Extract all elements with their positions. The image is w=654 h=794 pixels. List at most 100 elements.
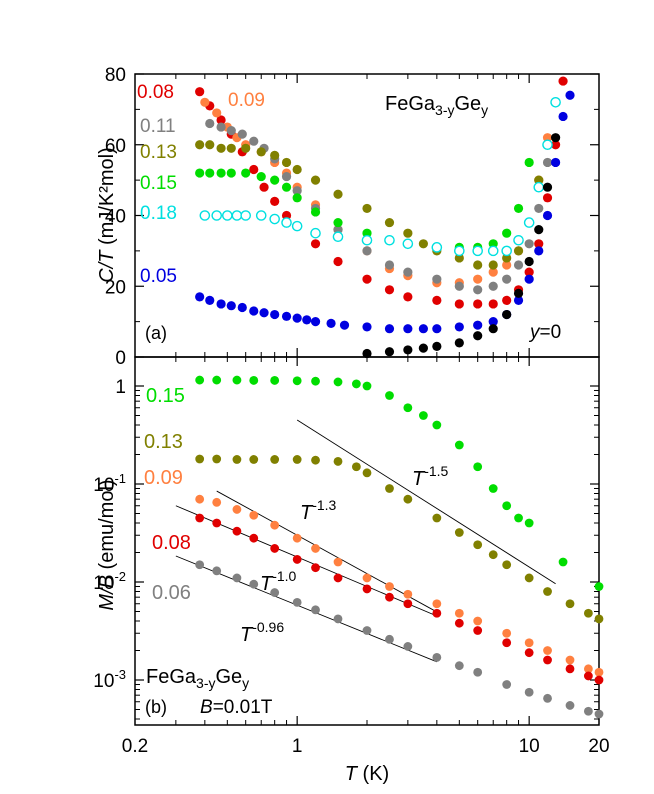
point-b-0.09	[502, 628, 512, 638]
point-a-0.11	[502, 274, 512, 284]
point-b-0.08	[432, 608, 442, 618]
point-a-0.13	[513, 246, 524, 256]
panel-b-ylabel: M/B (emu/mol)	[96, 479, 118, 610]
point-a-0.05	[362, 322, 372, 332]
x-tick-label: 0.2	[122, 736, 148, 757]
point-a-0.08	[270, 196, 280, 206]
point-a-0.18	[222, 210, 233, 221]
point-a-0.15	[270, 175, 280, 185]
series-label-0.18: 0.18	[140, 203, 177, 224]
fit-label--1.0: T-1.0	[260, 568, 297, 595]
point-a-0.18	[523, 217, 535, 228]
panel-b-label: (b)	[145, 697, 167, 717]
point-b-0.08	[594, 675, 604, 685]
y-tick-label: 80	[105, 65, 126, 86]
point-b-0.09	[473, 616, 483, 626]
point-a-0.08	[195, 87, 205, 97]
point-a-0.15	[241, 168, 251, 178]
x-tick-labels: 0.2 1 10 20	[122, 736, 610, 757]
point-a-0	[488, 324, 498, 334]
point-b-0.08	[292, 555, 302, 564]
point-a-0.15	[195, 168, 205, 178]
point-b-0.06	[385, 634, 394, 644]
point-b-0.06	[524, 687, 534, 697]
point-a-0.15	[292, 193, 302, 203]
point-b-0.08	[565, 664, 575, 674]
y-tick-label: 40	[105, 207, 126, 228]
point-b-0.06	[583, 706, 593, 716]
point-a-0.05	[270, 309, 280, 320]
panel-a-ticks: 0 20 40 60 80	[105, 65, 600, 369]
point-b-0.06	[270, 588, 280, 597]
point-b-0.13	[488, 550, 498, 560]
point-a-0.05	[403, 324, 413, 334]
point-a-0.11	[249, 136, 259, 146]
point-b-0.06	[454, 661, 464, 671]
point-b-0.06	[594, 709, 604, 719]
point-b-0.06	[232, 573, 242, 583]
point-a-0.13	[362, 203, 372, 214]
point-a-0	[502, 309, 512, 320]
point-b-0.15	[524, 518, 534, 528]
point-b-0.15	[270, 376, 280, 385]
x-tick-label: 10	[519, 736, 540, 757]
point-a-0.05	[205, 295, 215, 305]
point-b-0.15	[473, 462, 483, 472]
point-a-0.11	[513, 260, 524, 270]
panel-a-label: (a)	[145, 323, 167, 343]
point-b-0.09	[594, 667, 604, 677]
point-a-0	[513, 288, 524, 298]
point-a-0.18	[281, 217, 292, 228]
panel-a-title: FeGa3-yGey	[385, 93, 488, 118]
point-b-0.15	[292, 376, 302, 386]
point-b-0.09	[403, 589, 413, 599]
point-b-0.15	[502, 501, 512, 511]
point-a-0.15	[310, 207, 321, 217]
point-a-0.05	[418, 324, 428, 334]
point-b-0.09	[385, 582, 394, 591]
point-b-0.13	[583, 608, 593, 618]
panel-a-series-labels: 0.08 0.09 0.11 0.13 0.15 0.18 0.05 y=0	[137, 82, 561, 343]
point-a-0.09	[542, 133, 553, 143]
point-a-0.18	[501, 245, 512, 257]
point-b-0.13	[454, 528, 464, 537]
point-a-0.18	[550, 97, 561, 108]
point-a-0.15	[256, 171, 266, 182]
point-b-0.13	[212, 454, 222, 464]
panel-a-ylabel: C/T (mJ/K²mol)	[96, 147, 118, 283]
point-a-0.05	[310, 317, 321, 327]
point-a-0	[432, 341, 442, 351]
series-label-0.09: 0.09	[144, 467, 183, 489]
point-a-0.11	[292, 186, 302, 196]
series-label-0.06: 0.06	[152, 582, 191, 604]
point-a-0.11	[524, 239, 534, 249]
point-a-0.05	[216, 299, 226, 309]
point-a-0.08	[542, 193, 553, 203]
point-b-0.09	[270, 520, 280, 530]
point-b-0.06	[432, 653, 442, 662]
point-a-0.08	[384, 285, 395, 295]
series-label-0.13: 0.13	[140, 142, 177, 163]
point-b-0.13	[502, 560, 512, 570]
x-axis-label: T (K)	[345, 763, 389, 785]
point-a-0.08	[310, 239, 321, 249]
point-a-0.18	[533, 181, 545, 193]
point-a-0.08	[524, 267, 534, 277]
point-a-0.18	[431, 242, 443, 253]
point-b-0.13	[292, 455, 302, 464]
point-b-0.08	[232, 526, 242, 536]
point-a-0	[534, 225, 544, 235]
point-b-0.15	[432, 420, 442, 430]
series-label-0.08: 0.08	[152, 532, 191, 554]
point-a-0	[403, 345, 413, 355]
point-b-0.15	[594, 582, 604, 591]
point-a-0.11	[384, 260, 395, 270]
point-b-0.15	[362, 381, 372, 391]
point-a-0.05	[302, 315, 312, 325]
point-b-0.09	[524, 638, 534, 648]
point-b-0.09	[292, 533, 302, 543]
panel-a-points	[195, 76, 575, 359]
point-b-0.08	[385, 592, 394, 602]
point-a-0	[418, 343, 428, 353]
point-a-0.13	[310, 175, 321, 185]
